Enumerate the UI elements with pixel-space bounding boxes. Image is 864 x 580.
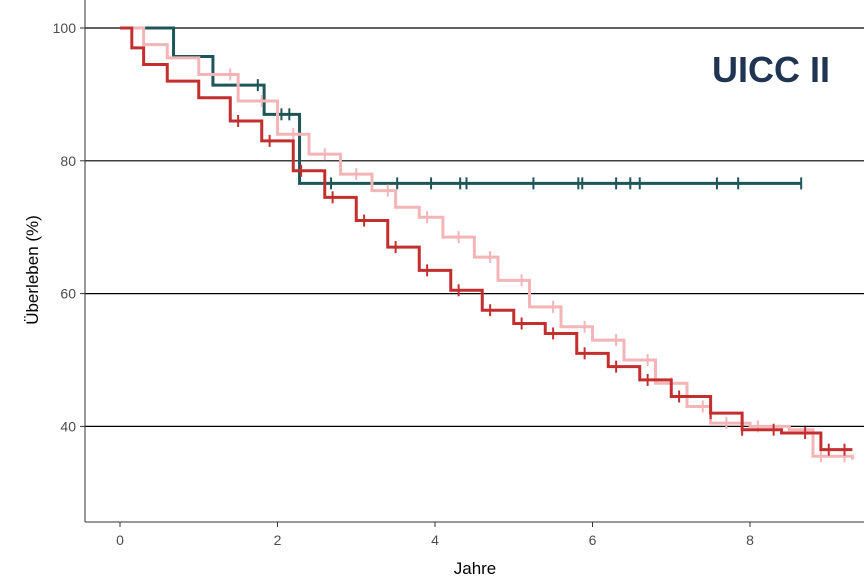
- x-tick-label: 2: [274, 532, 282, 548]
- series-line: [120, 26, 853, 452]
- series-line: [120, 26, 802, 185]
- x-axis-title: Jahre: [454, 559, 497, 578]
- y-tick-label: 40: [60, 418, 76, 434]
- y-tick-label: 80: [60, 153, 76, 169]
- x-tick-label: 4: [431, 532, 439, 548]
- series-1: [120, 26, 854, 463]
- axes: 40 60 80 100 0 2 4 6 8: [53, 0, 864, 548]
- y-tick-label: 100: [53, 20, 77, 36]
- panel-annotation: UICC II: [712, 49, 830, 90]
- x-tick-label: 6: [589, 532, 597, 548]
- y-tick-label: 60: [60, 286, 76, 302]
- series-0: [120, 26, 803, 190]
- grid-lines: [85, 27, 864, 427]
- series-2: [120, 26, 853, 456]
- series-line: [120, 26, 854, 460]
- x-tick-label: 0: [116, 532, 124, 548]
- series-layer: [120, 26, 854, 463]
- y-axis-title: Überleben (%): [23, 215, 42, 325]
- x-tick-label: 8: [746, 532, 754, 548]
